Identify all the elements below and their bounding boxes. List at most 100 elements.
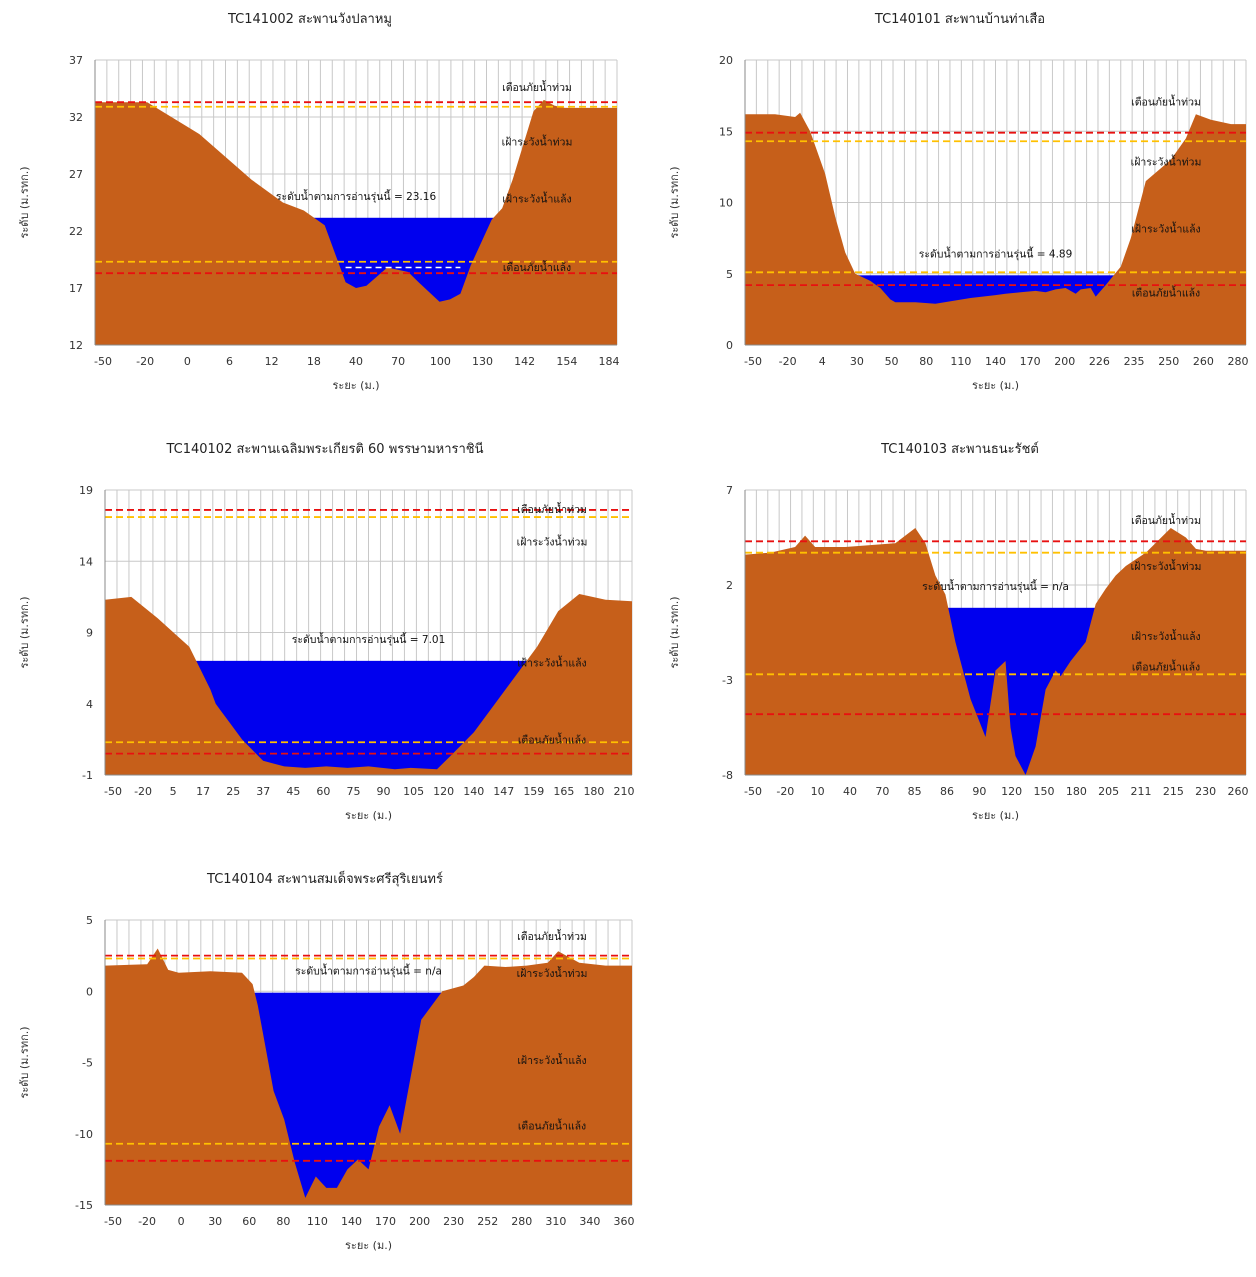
x-tick-label: 110 [950,355,971,368]
x-tick-label: 170 [1020,355,1041,368]
x-tick-label: 17 [196,785,210,798]
x-tick-label: 4 [819,355,826,368]
level-label: เฝ้าระวังน้ำแล้ง [517,1053,586,1067]
ground-profile [745,528,1246,775]
level-label: เตือนภัยน้ำท่วม [1131,513,1201,527]
y-axis-title: ระดับ (ม.รทก.) [18,1026,31,1098]
x-tick-label: 80 [919,355,933,368]
x-tick-label: 310 [545,1215,566,1228]
x-tick-label: 260 [1193,355,1214,368]
y-tick-label: 32 [69,111,83,124]
x-tick-label: 120 [1001,785,1022,798]
chart-panel-3: TC140102 สะพานเฉลิมพระเกียรติ 60 พรรษามห… [10,435,640,855]
x-tick-label: 90 [377,785,391,798]
level-label: เตือนภัยน้ำแล้ง [503,260,571,274]
y-tick-label: 5 [86,914,93,927]
x-tick-label: 60 [242,1215,256,1228]
level-label: เฝ้าระวังน้ำแล้ง [502,192,571,206]
x-tick-label: 142 [514,355,535,368]
x-tick-label: 75 [346,785,360,798]
y-tick-label: 2 [726,579,733,592]
x-tick-label: 280 [1228,355,1249,368]
x-tick-label: 165 [553,785,574,798]
chart-title: TC141002 สะพานวังปลาหมู [227,12,392,27]
y-axis-title: ระดับ (ม.รทก.) [668,166,681,238]
chart-svg: TC140101 สะพานบ้านท่าเสือเตือนภัยน้ำท่วม… [668,11,1249,392]
x-tick-label: -50 [744,785,762,798]
x-tick-label: 140 [463,785,484,798]
chart-panel-4: TC140103 สะพานธนะรัชต์ เตือนภัยน้ำท่วม เฝ้… [660,435,1256,855]
chart-svg: TC140104 สะพานสมเด็จพระศรีสุริเยนทร์เตือ… [18,869,635,1252]
chart-title: TC140101 สะพานบ้านท่าเสือ [874,11,1045,27]
level-label: เตือนภัยน้ำท่วม [517,502,587,516]
y-tick-label: -8 [722,769,733,782]
level-label: เตือนภัยน้ำแล้ง [518,1118,586,1132]
level-label: เตือนภัยน้ำท่วม [502,80,572,94]
water-level-label: ระดับน้ำตามการอ่านรุ่นนี้ = n/a [922,579,1069,593]
y-tick-label: 20 [719,54,733,67]
y-tick-label: 37 [69,54,83,67]
y-tick-label: 4 [86,698,93,711]
ground-profile [105,948,632,1205]
x-axis-title: ระยะ (ม.) [345,809,392,822]
y-tick-label: 19 [79,484,93,497]
x-tick-label: 70 [391,355,405,368]
x-tick-label: 200 [409,1215,430,1228]
x-tick-label: -20 [136,355,154,368]
x-tick-label: 147 [493,785,514,798]
x-tick-label: 200 [1054,355,1075,368]
level-label: เฝ้าระวังน้ำท่วม [1131,154,1202,168]
x-tick-label: 18 [307,355,321,368]
x-tick-label: 120 [433,785,454,798]
x-tick-label: 30 [850,355,864,368]
water-level-label: ระดับน้ำตามการอ่านรุ่นนี้ = 4.89 [919,246,1073,260]
level-label: เฝ้าระวังน้ำแล้ง [1131,629,1200,643]
level-label: เฝ้าระวังน้ำแล้ง [1131,221,1200,235]
x-tick-label: -50 [104,785,122,798]
x-tick-label: 180 [583,785,604,798]
x-tick-label: 340 [579,1215,600,1228]
x-tick-label: 184 [599,355,620,368]
x-tick-label: 235 [1124,355,1145,368]
x-tick-label: 130 [472,355,493,368]
y-tick-label: -5 [82,1057,93,1070]
x-tick-label: 211 [1131,785,1152,798]
x-tick-label: -20 [138,1215,156,1228]
x-tick-label: 159 [523,785,544,798]
x-tick-label: 5 [170,785,177,798]
level-label: เตือนภัยน้ำแล้ง [518,733,586,747]
y-tick-label: 12 [69,339,83,352]
x-tick-label: 40 [349,355,363,368]
level-label: เตือนภัยน้ำท่วม [517,929,587,943]
x-tick-label: 0 [178,1215,185,1228]
y-tick-label: -15 [75,1199,93,1212]
level-label: เตือนภัยน้ำท่วม [1131,95,1201,109]
y-tick-label: 0 [86,985,93,998]
x-tick-label: 170 [375,1215,396,1228]
x-axis-title: ระยะ (ม.) [345,1239,392,1252]
chart-panel-5: TC140104 สะพานสมเด็จพระศรีสุริเยนทร์เตือ… [10,865,640,1277]
x-tick-label: 40 [843,785,857,798]
water-level-label: ระดับน้ำตามการอ่านรุ่นนี้ = n/a [295,964,442,978]
x-tick-label: 90 [972,785,986,798]
x-tick-label: -20 [776,785,794,798]
x-tick-label: 180 [1066,785,1087,798]
chart-title: TC140102 สะพานเฉลิมพระเกียรติ 60 พรรษามห… [165,441,483,457]
x-tick-label: 6 [226,355,233,368]
x-tick-label: 205 [1098,785,1119,798]
chart-svg: TC140103 สะพานธนะรัชต์เตือนภัยน้ำท่วมเฝ้… [668,441,1249,822]
x-tick-label: 280 [511,1215,532,1228]
x-tick-label: 25 [226,785,240,798]
level-label: เฝ้าระวังน้ำแล้ง [517,656,586,670]
y-tick-label: 7 [726,484,733,497]
ground-profile [95,99,617,346]
x-tick-label: 154 [556,355,577,368]
x-tick-label: 360 [614,1215,635,1228]
chart-panel-2: TC140101 สะพานบ้านท่าเสือเตือนภัยน้ำท่วม… [660,5,1256,425]
level-label: เฝ้าระวังน้ำท่วม [1131,559,1202,573]
chart-panel-1: TC141002 สะพานวังปลาหมูเตือนภัยน้ำท่วมเฝ… [10,5,625,425]
y-tick-label: -10 [75,1128,93,1141]
x-tick-label: 140 [341,1215,362,1228]
chart-title: TC140104 สะพานสมเด็จพระศรีสุริเยนทร์ [206,869,443,887]
water-level-label: ระดับน้ำตามการอ่านรุ่นนี้ = 23.16 [276,189,437,203]
